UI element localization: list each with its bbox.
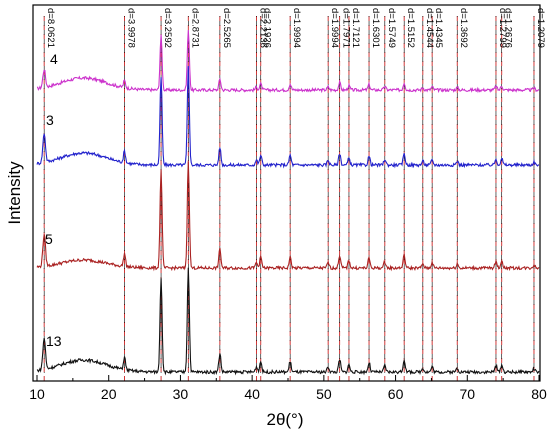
x-tick-label-80: 80 [531, 386, 547, 402]
d-spacing-label: d=2.5265 [221, 8, 232, 48]
d-spacing-label: d=1.2676 [503, 8, 514, 48]
series-line-4 [36, 29, 540, 94]
x-tick-label-60: 60 [388, 386, 404, 402]
series-line-13 [36, 267, 540, 376]
y-axis-label: Intensity [5, 161, 24, 225]
d-spacing-label: d=1.4544 [424, 8, 435, 48]
x-tick-label-10: 10 [29, 386, 45, 402]
d-spacing-label: d=1.2799 [497, 8, 508, 48]
x-axis-label: 2θ(°) [266, 410, 303, 429]
d-spacing-label: d=3.2592 [162, 8, 173, 48]
series-label-5: 5 [45, 231, 53, 247]
x-tick-label-30: 30 [173, 386, 189, 402]
d-spacing-label: d=1.3692 [458, 8, 469, 48]
d-spacing-label: d=2.8731 [189, 8, 200, 48]
d-spacing-label: d=1.7121 [350, 8, 361, 48]
series-label-4: 4 [50, 51, 58, 67]
plot-frame [32, 4, 541, 382]
d-spacing-label: d=2.1926 [262, 8, 273, 48]
d-spacing-label: d=1.9994 [329, 8, 340, 48]
x-axis-ticks: 10 20 30 40 50 60 70 80 [29, 375, 547, 402]
series-line-3 [36, 66, 540, 169]
d-spacing-label: d=2.2136 [257, 8, 268, 48]
d-spacing-label: d=1.6301 [370, 8, 381, 48]
series-label-13: 13 [46, 333, 62, 349]
d-spacing-label: d=3.9978 [125, 8, 136, 48]
d-spacing-label: d=1.5152 [405, 8, 416, 48]
x-tick-label-40: 40 [244, 386, 260, 402]
d-spacing-label: d=1.5749 [386, 8, 397, 48]
x-tick-label-20: 20 [101, 386, 117, 402]
x-tick-label-70: 70 [459, 386, 475, 402]
series-labels: 4 3 5 13 [45, 51, 62, 349]
reference-lines [43, 16, 535, 381]
series-label-3: 3 [46, 112, 54, 128]
d-spacing-label: d=8.0621 [45, 8, 56, 48]
d-spacing-label: d=1.4345 [433, 8, 444, 48]
d-spacing-label: d=1.9994 [291, 8, 302, 48]
d-spacing-label: d=1.7971 [341, 8, 352, 48]
x-tick-label-50: 50 [316, 386, 332, 402]
series-line-5 [36, 161, 540, 272]
series-group [36, 29, 540, 376]
